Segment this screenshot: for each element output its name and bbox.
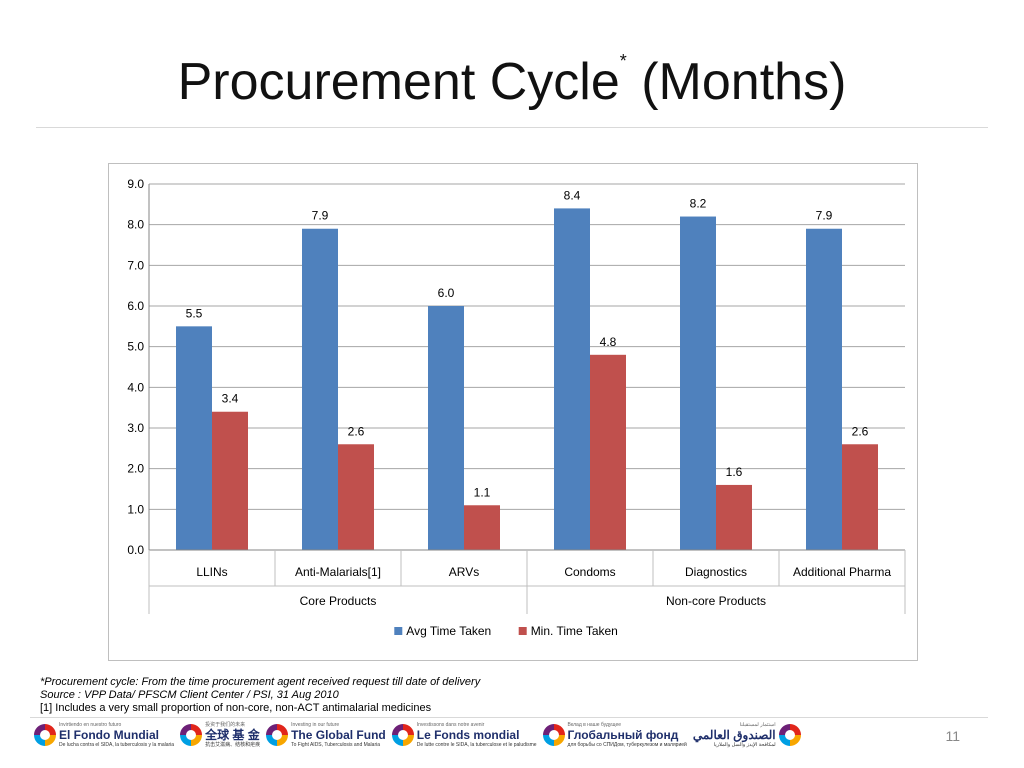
bar xyxy=(428,306,464,550)
data-label: 6.0 xyxy=(438,286,455,300)
logo-subtitle: لمكافحة الإيدز والسل والملاريا xyxy=(713,742,776,748)
bar xyxy=(680,216,716,550)
logo-subtitle: To Fight AIDS, Tuberculosis and Malaria xyxy=(291,742,381,748)
logo-subtitle: De lucha contra el SIDA, la tuberculosis… xyxy=(59,742,175,748)
logo-name: Глобальный фонд xyxy=(567,728,679,742)
y-tick-label: 1.0 xyxy=(127,502,144,516)
legend-label: Min. Time Taken xyxy=(531,624,618,638)
y-tick-label: 6.0 xyxy=(127,299,144,313)
legend-label: Avg Time Taken xyxy=(406,624,491,638)
x-tick-label: LLINs xyxy=(196,565,227,579)
footer-divider xyxy=(30,717,988,718)
y-tick-label: 8.0 xyxy=(127,218,144,232)
global-fund-swirl-icon xyxy=(180,724,203,746)
legend-swatch xyxy=(394,627,403,635)
global-fund-swirl-icon xyxy=(266,724,289,746)
x-tick-label: Additional Pharma xyxy=(793,565,891,579)
global-fund-logo-strip: Invirtiendo en nuestro futuro El Fondo M… xyxy=(34,718,807,752)
data-label: 4.8 xyxy=(600,335,617,349)
title-marker: * xyxy=(619,50,627,71)
data-label: 7.9 xyxy=(312,209,329,223)
logo-name: The Global Fund xyxy=(291,728,386,742)
y-tick-label: 4.0 xyxy=(127,380,144,394)
bar xyxy=(590,354,626,550)
y-tick-label: 0.0 xyxy=(127,543,144,557)
bar xyxy=(338,444,374,550)
bar xyxy=(842,444,878,550)
y-tick-label: 7.0 xyxy=(127,258,144,272)
bar xyxy=(212,411,248,550)
footnotes: *Procurement cycle: From the time procur… xyxy=(40,676,740,715)
logo-tagline: Investissons dans notre avenir xyxy=(416,722,485,728)
logo-tagline: 投资于我们的未来 xyxy=(205,722,246,728)
logo-name: 全球 基 金 xyxy=(205,728,260,742)
logo-tagline: Вклад в наше будущее xyxy=(567,722,622,728)
bar xyxy=(554,208,590,550)
legend-swatch xyxy=(518,627,527,635)
logo-arabic: استثمار لمستقبلنا الصندوق العالمي لمكافح… xyxy=(693,722,801,748)
global-fund-swirl-icon xyxy=(542,724,565,746)
footnote-source: Source : VPP Data/ PFSCM Client Center /… xyxy=(40,689,339,701)
logo-name: الصندوق العالمي xyxy=(692,728,776,742)
footnote-definition: *Procurement cycle: From the time procur… xyxy=(40,676,481,688)
chart-frame: 0.0 1.0 2.0 3.0 4.0 5.0 6.0 7.0 8.0 9.0 5.5 3.4 LLIN… xyxy=(108,163,918,661)
data-label: 8.4 xyxy=(564,188,581,202)
bar xyxy=(716,484,752,550)
logo-name: Le Fonds mondial xyxy=(416,728,520,742)
logo-chinese: 投资于我们的未来 全球 基 金 抗击艾滋病、结核和疟疾 xyxy=(180,722,260,748)
logo-english: Investing in our future The Global Fund … xyxy=(266,722,386,748)
logo-tagline: استثمار لمستقبلنا xyxy=(739,722,776,728)
data-label: 2.6 xyxy=(348,424,365,438)
global-fund-swirl-icon xyxy=(34,724,56,746)
bar xyxy=(464,505,500,550)
data-label: 8.2 xyxy=(690,197,707,211)
title-divider xyxy=(36,127,988,128)
title-suffix: (Months) xyxy=(641,53,847,111)
logo-subtitle: 抗击艾滋病、结核和疟疾 xyxy=(205,742,261,748)
logo-tagline: Invirtiendo en nuestro futuro xyxy=(59,722,122,728)
group-label: Non-core Products xyxy=(666,594,766,608)
footnote-reference: [1] Includes a very small proportion of … xyxy=(40,702,432,714)
x-tick-label: Anti-Malarials[1] xyxy=(295,565,381,579)
logo-french: Investissons dans notre avenir Le Fonds … xyxy=(391,722,537,748)
logo-tagline: Investing in our future xyxy=(291,722,340,728)
title-text: Procurement Cycle xyxy=(177,53,620,111)
y-tick-label: 3.0 xyxy=(127,421,144,435)
logo-russian: Вклад в наше будущее Глобальный фонд для… xyxy=(542,722,687,748)
data-label: 1.6 xyxy=(726,465,743,479)
x-tick-label: ARVs xyxy=(449,565,479,579)
bar xyxy=(302,228,338,550)
y-tick-label: 5.0 xyxy=(127,340,144,354)
x-tick-label: Diagnostics xyxy=(685,565,747,579)
bar xyxy=(806,228,842,550)
global-fund-swirl-icon xyxy=(778,724,801,746)
global-fund-swirl-icon xyxy=(391,724,414,746)
logo-subtitle: для борьбы со СПИДом, туберкулезом и мал… xyxy=(567,742,687,748)
logo-subtitle: De lutte contre le SIDA, la tuberculose … xyxy=(416,742,537,748)
logo-name: El Fondo Mundial xyxy=(59,728,159,742)
data-label: 7.9 xyxy=(816,209,833,223)
data-label: 2.6 xyxy=(852,424,869,438)
logo-spanish: Invirtiendo en nuestro futuro El Fondo M… xyxy=(34,722,174,748)
bar xyxy=(176,326,212,550)
y-tick-label: 2.0 xyxy=(127,462,144,476)
bar-chart: 0.0 1.0 2.0 3.0 4.0 5.0 6.0 7.0 8.0 9.0 5.5 3.4 LLIN… xyxy=(127,177,906,638)
slide-title: Procurement Cycle* (Months) xyxy=(0,52,1024,111)
data-label: 1.1 xyxy=(474,485,491,499)
group-label: Core Products xyxy=(300,594,377,608)
x-tick-label: Condoms xyxy=(564,565,615,579)
page-number: 11 xyxy=(945,728,960,744)
data-label: 3.4 xyxy=(222,392,239,406)
y-tick-label: 9.0 xyxy=(127,177,144,191)
data-label: 5.5 xyxy=(186,306,203,320)
